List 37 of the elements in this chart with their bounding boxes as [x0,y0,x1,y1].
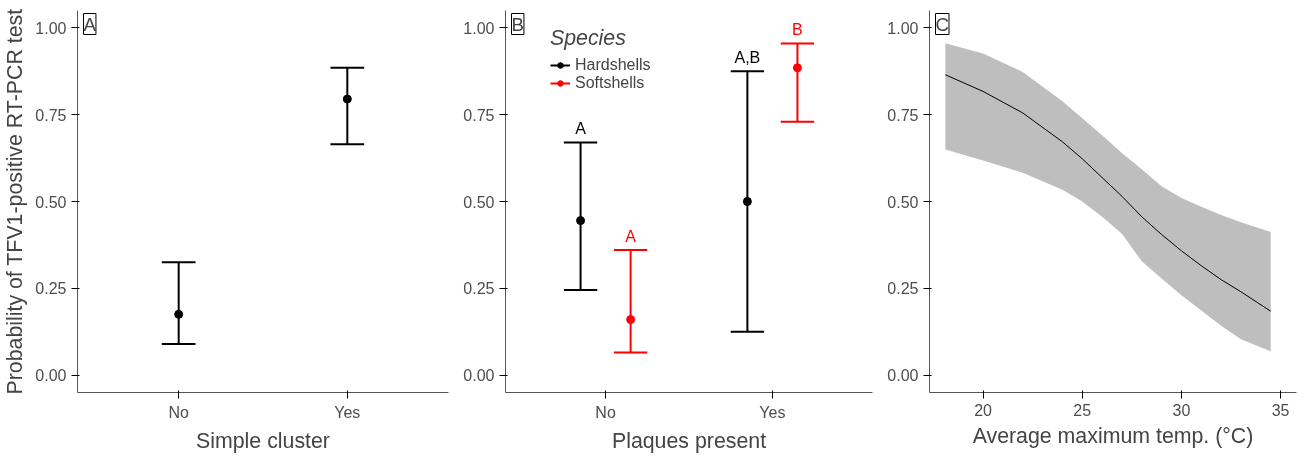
y-tick-label: 0.75 [463,106,495,124]
y-tick-label: 0.75 [35,106,67,124]
y-tick-label: 0.50 [35,193,67,211]
annotation: A [625,228,637,246]
x-axis-title: Average maximum temp. (°C) [972,423,1254,448]
x-tick-label: Yes [759,403,786,421]
y-tick-label: 0.50 [463,193,495,211]
x-axis-title: Plaques present [611,428,767,453]
legend-label: Hardshells [575,56,651,74]
x-tick-label: No [168,403,190,421]
y-tick-label: 0.00 [887,367,919,385]
annotation: A,B [734,49,761,67]
x-tick-label: 30 [1172,401,1191,419]
annotation: B [792,21,803,39]
x-tick-label: No [595,403,616,421]
x-axis-title: Simple cluster [196,428,330,453]
x-tick-label: Yes [334,403,361,421]
x-tick-label: 35 [1271,401,1290,419]
y-axis-title: Probability of TFV1-positive RT-PCR test [3,8,28,395]
y-tick-label: 0.00 [35,367,67,385]
y-tick-label: 1.00 [887,19,919,37]
y-tick-label: 0.25 [887,280,919,298]
x-tick-label: 25 [1073,401,1092,419]
legend-label: Softshells [575,74,645,92]
y-tick-label: 1.00 [463,19,495,37]
legend-title: Species [550,26,627,51]
y-tick-label: 1.00 [35,19,67,37]
y-tick-label: 0.00 [463,367,495,385]
y-tick-label: 0.25 [463,280,495,298]
y-tick-label: 0.50 [887,193,919,211]
y-tick-label: 0.75 [887,106,919,124]
x-tick-label: 20 [974,401,993,419]
annotation: A [575,120,587,138]
line-series [944,74,1272,312]
annotation: C [935,13,949,35]
annotation: B [511,13,524,35]
y-tick-label: 0.25 [35,280,67,298]
